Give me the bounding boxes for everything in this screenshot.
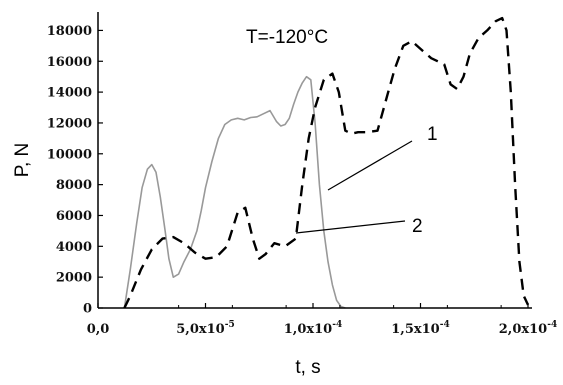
series-line-1	[123, 75, 346, 309]
y-tick-label: 2000	[56, 271, 92, 286]
x-tick-label: 5,0x10-5	[176, 320, 234, 337]
y-tick-label: 8000	[56, 178, 92, 193]
y-tick-label: 4000	[56, 240, 92, 255]
annotations: 12	[295, 124, 438, 237]
series-1-leader-line	[327, 140, 413, 191]
series-2-leader-line	[295, 220, 406, 234]
y-tick-label: 18000	[47, 24, 92, 39]
series-layer	[123, 16, 530, 309]
series-line-2	[123, 16, 530, 309]
y-ticks: 0 2000 4000 6000 8000 10000 12000 14000 16000 180…	[47, 24, 103, 317]
temperature-annotation: T=-120°C	[246, 27, 328, 48]
x-tick-label: 2,0x10-4	[499, 320, 557, 337]
series-2-label: 2	[412, 216, 423, 237]
y-tick-label: 0	[83, 302, 92, 317]
series-1-label: 1	[427, 124, 438, 145]
y-tick-label: 6000	[56, 209, 92, 224]
y-tick-label: 12000	[47, 116, 92, 131]
y-axis-label: P, N	[12, 143, 33, 178]
x-tick-label: 0,0	[87, 322, 110, 337]
x-tick-label: 1,0x10-4	[284, 320, 342, 337]
axes	[97, 12, 532, 309]
x-ticks: 0,0 5,0x10-5 1,0x10-4 1,5x10-4 2,0x10-4	[87, 303, 557, 337]
x-tick-label: 1,5x10-4	[391, 320, 449, 337]
y-tick-label: 16000	[47, 55, 92, 70]
y-tick-label: 14000	[47, 86, 92, 101]
x-axis-label: t, s	[295, 357, 320, 378]
y-tick-label: 10000	[47, 147, 92, 162]
